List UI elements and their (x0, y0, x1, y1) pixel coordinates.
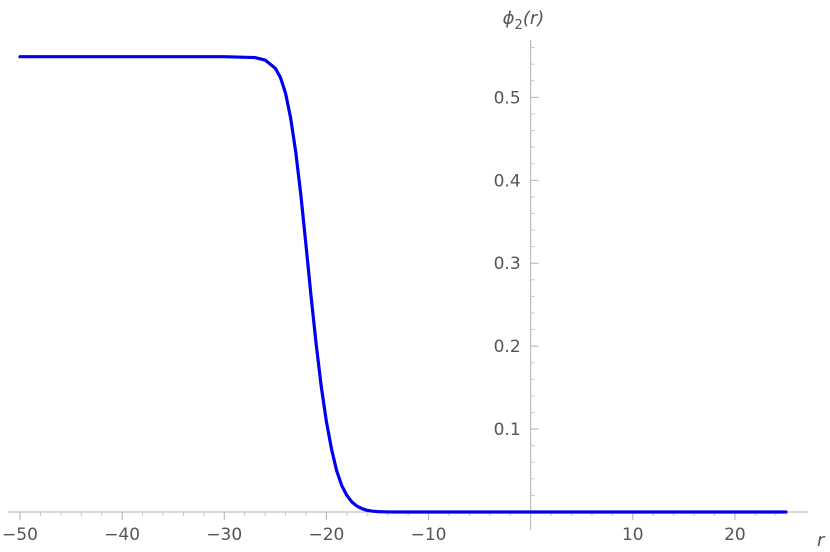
x-tick-label: −10 (411, 525, 447, 545)
labels: −50 −40 −30 −20 −10 10 20 0.1 0.2 0.3 0.4 0.5 r ϕ2(r) (2, 8, 826, 551)
x-tick-label: −50 (2, 525, 38, 545)
axes (8, 40, 808, 530)
x-tick-label: −30 (206, 525, 242, 545)
y-tick-label: 0.3 (494, 254, 521, 274)
y-tick-label: 0.2 (494, 337, 521, 357)
series-layer (18, 55, 788, 514)
series-line (18, 55, 788, 514)
x-tick-label: 10 (622, 525, 644, 545)
x-tick-label: −40 (104, 525, 140, 545)
x-tick-label: −20 (308, 525, 344, 545)
y-tick-label: 0.5 (494, 88, 521, 108)
y-axis-label: ϕ2(r) (503, 8, 545, 33)
y-tick-label: 0.1 (494, 420, 521, 440)
x-tick-label: 20 (724, 525, 746, 545)
x-axis-label: r (817, 530, 826, 548)
y-tick-label: 0.4 (494, 171, 521, 191)
